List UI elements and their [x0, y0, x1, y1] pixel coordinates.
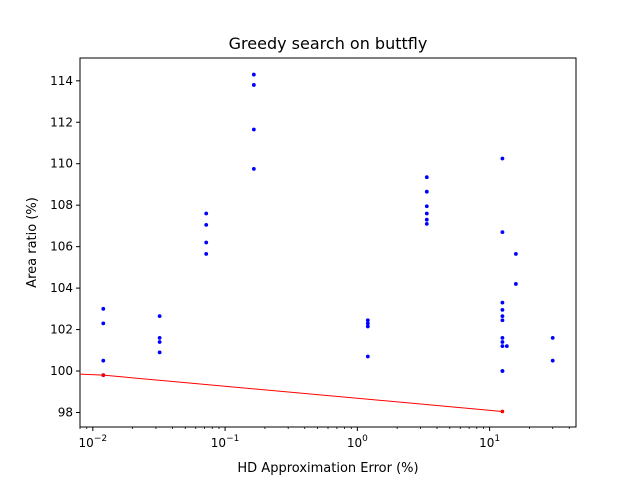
y-tick-label: 106 — [50, 240, 73, 254]
y-tick-label: 104 — [50, 281, 73, 295]
chart-title: Greedy search on buttfly — [229, 34, 428, 53]
scatter-point — [157, 314, 162, 318]
scatter-point — [500, 307, 505, 312]
x-tick-label: 10−1 — [211, 434, 240, 450]
scatter-point — [500, 300, 505, 305]
scatter-point — [424, 211, 429, 216]
scatter-point — [424, 175, 429, 180]
scatter-point — [424, 221, 429, 226]
y-tick-label: 114 — [50, 74, 73, 88]
scatter-point — [365, 321, 370, 326]
scatter-point — [424, 204, 429, 209]
scatter-point — [157, 350, 162, 355]
scatter-point — [500, 156, 505, 161]
scatter-point — [157, 340, 162, 344]
red-series-point — [101, 373, 106, 377]
scatter-point — [101, 321, 106, 326]
y-axis-label: Area ratio (%) — [25, 197, 40, 288]
scatter-point — [365, 354, 370, 359]
y-tick-label: 98 — [58, 405, 73, 419]
scatter-point — [365, 324, 370, 329]
scatter-point — [500, 318, 505, 323]
scatter-point — [550, 358, 555, 363]
x-tick-label: 100 — [347, 434, 368, 450]
scatter-point — [550, 335, 555, 340]
scatter-point — [251, 83, 256, 87]
scatter-point — [500, 314, 505, 318]
scatter-point — [204, 222, 209, 227]
scatter-point — [500, 340, 505, 344]
scatter-point — [513, 282, 518, 286]
scatter-point — [500, 230, 505, 235]
scatter-point — [513, 252, 518, 256]
scatter-point — [251, 167, 256, 171]
scatter-point — [251, 127, 256, 132]
plot-area — [79, 57, 577, 428]
scatter-point — [157, 335, 162, 340]
scatter-point — [101, 358, 106, 363]
y-tick-label: 110 — [50, 157, 73, 171]
x-tick-label: 101 — [479, 434, 500, 450]
y-tick-label: 100 — [50, 364, 73, 378]
y-tick-label: 112 — [50, 115, 73, 129]
red-series-point — [500, 409, 505, 414]
scatter-point — [504, 344, 509, 349]
scatter-point — [500, 369, 505, 373]
scatter-point — [204, 240, 209, 245]
scatter-point — [365, 318, 370, 323]
scatter-point — [251, 72, 256, 77]
series-layer — [79, 72, 555, 414]
y-tick-label: 108 — [50, 198, 73, 212]
x-axis-label: HD Approximation Error (%) — [237, 461, 418, 476]
scatter-point — [204, 252, 209, 256]
scatter-point — [500, 344, 505, 349]
scatter-point — [204, 211, 209, 216]
scatter-point — [424, 189, 429, 194]
y-tick-label: 102 — [50, 323, 73, 337]
scatter-point — [101, 306, 106, 311]
x-tick-label: 10−2 — [79, 434, 108, 450]
y-axis-ticks: 98 100 102 104 106 108 110 112 114 — [50, 74, 80, 419]
scatter-point — [500, 335, 505, 340]
scatter-point — [424, 217, 429, 222]
x-axis-ticks: 10−2 10−1 100 101 — [79, 427, 570, 450]
